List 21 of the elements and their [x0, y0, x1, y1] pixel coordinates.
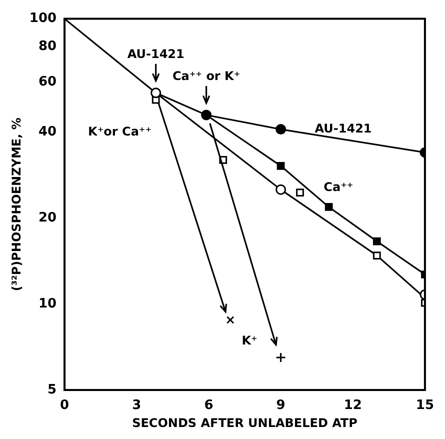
y-tick-label: 40	[38, 124, 57, 140]
x-tick-label: 0	[60, 398, 70, 414]
x-tick-label: 9	[276, 398, 286, 414]
y-tick-label: 100	[29, 11, 57, 26]
x-axis-title: SECONDS AFTER UNLABELED ATP	[132, 416, 358, 430]
x-tick-label: 12	[344, 398, 362, 414]
annotation: Ca⁺⁺ or K⁺	[172, 69, 240, 84]
x-tick-label: 6	[204, 398, 214, 414]
annotation: AU-1421	[314, 121, 372, 136]
annotation: Ca⁺⁺	[324, 180, 354, 194]
x-tick-label: 3	[132, 398, 142, 414]
y-tick-label: 60	[38, 74, 57, 90]
y-tick-label: 80	[38, 38, 57, 54]
annotation: AU-1421	[127, 47, 184, 62]
y-tick-label: 10	[38, 296, 57, 312]
y-axis-title: (³²P)PHOSPHOENZYME, %	[9, 118, 24, 292]
annotation: K⁺	[242, 334, 258, 348]
annotation: K⁺or Ca⁺⁺	[88, 124, 152, 138]
x-tick-label: 15	[416, 398, 434, 414]
y-tick-label: 20	[38, 210, 57, 226]
y-tick-label: 5	[47, 382, 57, 398]
